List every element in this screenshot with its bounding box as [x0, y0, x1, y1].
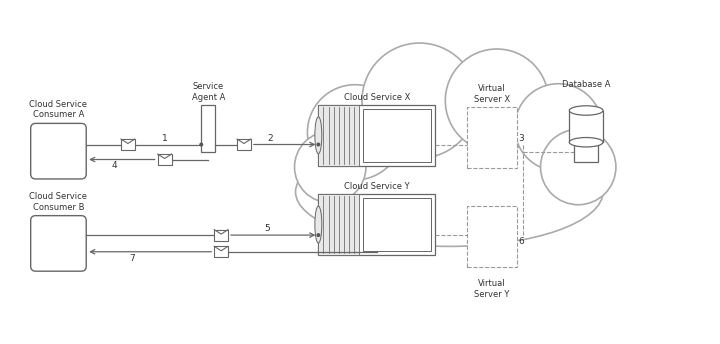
Text: 5: 5	[265, 224, 271, 233]
Bar	[318, 194, 436, 255]
Bar	[467, 107, 517, 168]
Circle shape	[316, 142, 320, 147]
Bar	[318, 194, 359, 255]
Text: Cloud Service
Consumer A: Cloud Service Consumer A	[30, 100, 87, 119]
Bar	[364, 198, 431, 251]
Circle shape	[316, 233, 320, 237]
Circle shape	[199, 142, 203, 147]
Ellipse shape	[315, 206, 322, 243]
Bar	[214, 246, 228, 257]
Circle shape	[294, 131, 366, 203]
Text: Virtual
Server Y: Virtual Server Y	[474, 279, 510, 299]
Bar	[158, 154, 171, 165]
Bar	[121, 139, 135, 150]
Text: 4: 4	[111, 161, 117, 171]
Circle shape	[541, 129, 616, 205]
Circle shape	[362, 43, 477, 158]
Text: Service
Agent A: Service Agent A	[192, 82, 225, 101]
Circle shape	[515, 84, 602, 171]
Bar	[364, 108, 431, 162]
Bar	[237, 139, 251, 150]
Ellipse shape	[570, 106, 603, 115]
Text: 7: 7	[129, 254, 135, 263]
Ellipse shape	[295, 137, 603, 246]
Text: 3: 3	[518, 133, 524, 142]
Text: Cloud Service X: Cloud Service X	[343, 93, 410, 101]
FancyBboxPatch shape	[31, 216, 86, 271]
Ellipse shape	[315, 117, 322, 154]
Text: 2: 2	[268, 133, 274, 142]
Text: Cloud Service
Consumer B: Cloud Service Consumer B	[30, 192, 87, 212]
Bar	[575, 142, 598, 162]
Text: 6: 6	[518, 237, 524, 246]
FancyBboxPatch shape	[31, 123, 86, 179]
Text: 1: 1	[162, 133, 168, 142]
Bar	[318, 105, 359, 166]
Bar	[318, 105, 436, 166]
Bar	[202, 105, 215, 152]
Text: Cloud Service Y: Cloud Service Y	[344, 182, 410, 191]
Bar	[570, 110, 603, 142]
Text: Virtual
Server X: Virtual Server X	[474, 84, 510, 104]
Bar	[214, 230, 228, 240]
Ellipse shape	[570, 138, 603, 147]
Circle shape	[307, 85, 402, 180]
Text: Database A: Database A	[562, 80, 611, 89]
Bar	[467, 206, 517, 267]
Circle shape	[445, 49, 549, 152]
